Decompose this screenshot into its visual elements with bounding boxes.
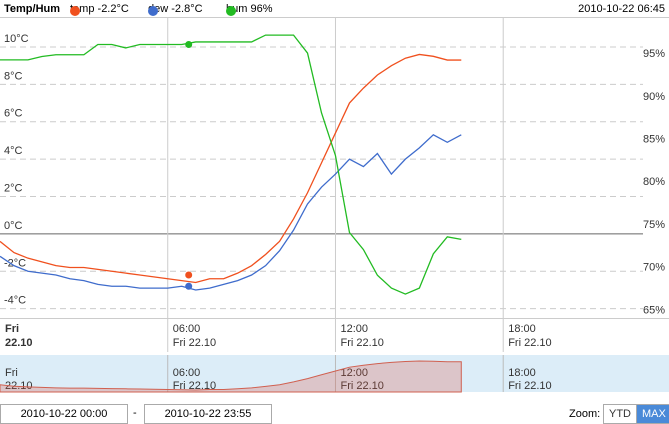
y-tick-label: 4°C	[4, 145, 23, 157]
navigator-area	[0, 360, 462, 393]
series-line	[0, 134, 462, 291]
legend-swatch	[70, 6, 80, 16]
navigator-tick-label: 06:00	[173, 367, 201, 379]
y-tick-label: -2°C	[4, 257, 26, 269]
y-tick-label: -4°C	[4, 295, 26, 307]
hover-time: 2010-10-22 06:45	[578, 3, 665, 15]
y2-tick-label: 85%	[643, 134, 665, 146]
navigator-tick-sublabel: Fri 22.10	[173, 380, 216, 392]
legend-item: temp -2.2°C	[70, 3, 129, 16]
legend-swatch	[226, 6, 236, 16]
x-tick-sublabel: Fri 22.10	[340, 337, 383, 349]
y2-tick-label: 95%	[643, 48, 665, 60]
series-line	[0, 53, 462, 284]
zoom-label: Zoom:	[569, 408, 601, 420]
y-tick-label: 10°C	[4, 33, 29, 45]
x-tick-sublabel: Fri 22.10	[173, 337, 216, 349]
hover-marker	[185, 282, 193, 290]
legend-value: -2.2°C	[97, 3, 129, 15]
zoom-button[interactable]: YTD	[603, 404, 637, 424]
navigator-tick-sublabel: Fri 22.10	[508, 380, 551, 392]
legend-swatch	[148, 6, 158, 16]
y2-tick-label: 75%	[643, 219, 665, 231]
legend-value: -2.8°C	[171, 3, 203, 15]
hover-marker	[185, 271, 193, 279]
zoom-button[interactable]: MAX	[636, 404, 669, 424]
x-tick-label: 18:00	[508, 323, 536, 335]
navigator	[0, 355, 669, 392]
y-tick-label: 0°C	[4, 220, 23, 232]
y2-tick-label: 80%	[643, 176, 665, 188]
x-tick-label: 06:00	[173, 323, 201, 335]
chart: -4°C -2°C 0°C 2°C 4°C 6°C 8°C 10°C 65% 70% 75% 80% 8…	[0, 17, 669, 393]
range-end[interactable]: 2010-10-22 23:55	[144, 404, 272, 424]
y2-tick-label: 65%	[643, 304, 665, 316]
x-tick-sublabel: Fri 22.10	[508, 337, 551, 349]
navigator-tick-label: Fri	[5, 367, 18, 379]
y2-tick-label: 70%	[643, 262, 665, 274]
range-separator: -	[133, 407, 137, 419]
y-tick-label: 2°C	[4, 183, 23, 195]
legend-item: hum 96%	[226, 3, 273, 16]
series-line	[0, 34, 462, 295]
header: Temp/Hum temp -2.2°C dew -2.8°C hum 96% 20…	[0, 0, 669, 18]
x-tick-label: Fri	[5, 323, 19, 335]
chart-title: Temp/Hum	[4, 3, 61, 15]
y-tick-label: 8°C	[4, 70, 23, 82]
navigator-tick-sublabel: Fri 22.10	[340, 380, 383, 392]
y2-tick-label: 90%	[643, 91, 665, 103]
legend-item: dew -2.8°C	[148, 3, 203, 16]
y-tick-label: 6°C	[4, 108, 23, 120]
legend-value: 96%	[250, 3, 273, 15]
navigator-tick-label: 12:00	[340, 367, 368, 379]
controls: 2010-10-22 00:00 - 2010-10-22 23:55 Zoom…	[0, 402, 669, 424]
range-start[interactable]: 2010-10-22 00:00	[0, 404, 128, 424]
navigator-tick-label: 18:00	[508, 367, 536, 379]
hover-marker	[185, 40, 193, 48]
x-tick-label: 12:00	[340, 323, 368, 335]
x-tick-sublabel: 22.10	[5, 337, 33, 349]
